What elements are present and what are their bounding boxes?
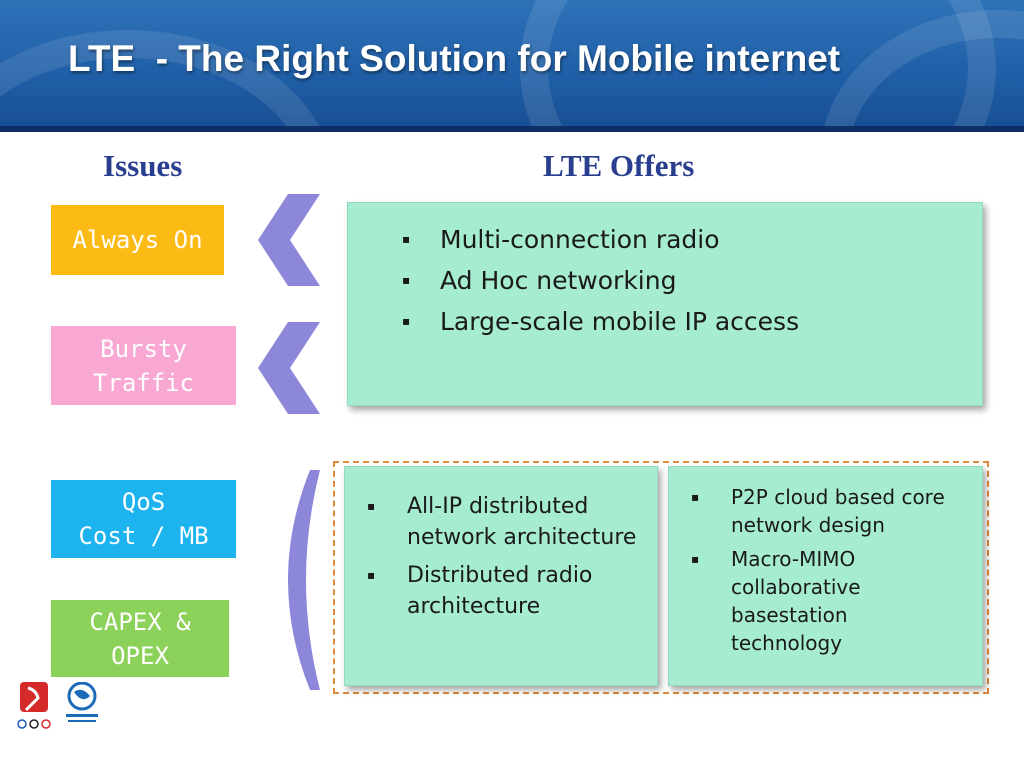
offers-top-panel: ▪ Multi-connection radio ▪ Ad Hoc networ… bbox=[347, 202, 983, 406]
list-item: ▪ Multi-connection radio bbox=[402, 219, 799, 260]
bracket-left-icon bbox=[288, 470, 320, 690]
offers-bottom-left-panel: ▪ All-IP distributed network architectur… bbox=[344, 466, 658, 686]
beijing-2008-olympic-emblem-icon bbox=[17, 682, 51, 729]
issue-capex-opex: CAPEX & OPEX bbox=[51, 600, 229, 677]
bullet-icon: ▪ bbox=[691, 490, 700, 504]
chevron-left-icon bbox=[258, 194, 320, 286]
issue-bursty-traffic: Bursty Traffic bbox=[51, 326, 236, 405]
bullet-icon: ▪ bbox=[367, 568, 376, 582]
offer-item-text: Distributed radio architecture bbox=[407, 563, 593, 619]
list-item: ▪ P2P cloud based core network design bbox=[691, 483, 961, 539]
issues-heading: Issues bbox=[103, 148, 183, 183]
header-bottom-bar bbox=[0, 126, 1024, 132]
bullet-icon: ▪ bbox=[691, 552, 700, 566]
slide-title: LTE - The Right Solution for Mobile inte… bbox=[68, 38, 841, 79]
china-mobile-logo-icon bbox=[66, 682, 98, 722]
issue-qos-cost: QoS Cost / MB bbox=[51, 480, 236, 558]
offer-item-text: All-IP distributed network architecture bbox=[407, 494, 637, 550]
chevron-left-icon bbox=[258, 322, 320, 414]
offer-item-text: Multi-connection radio bbox=[440, 225, 720, 254]
bullet-icon: ▪ bbox=[402, 314, 411, 328]
slide-header: LTE - The Right Solution for Mobile inte… bbox=[0, 0, 1024, 132]
offer-item-text: Ad Hoc networking bbox=[440, 266, 677, 295]
offers-heading: LTE Offers bbox=[543, 148, 695, 183]
list-item: ▪ All-IP distributed network architectur… bbox=[367, 491, 649, 553]
offers-bottom-right-panel: ▪ P2P cloud based core network design ▪ … bbox=[668, 466, 983, 686]
list-item: ▪ Large-scale mobile IP access bbox=[402, 301, 799, 342]
offers-bottom-group bbox=[333, 461, 989, 694]
bullet-icon: ▪ bbox=[402, 232, 411, 246]
list-item: ▪ Macro-MIMO collaborative basestation t… bbox=[691, 545, 961, 657]
list-item: ▪ Ad Hoc networking bbox=[402, 260, 799, 301]
bullet-icon: ▪ bbox=[402, 273, 411, 287]
bullet-icon: ▪ bbox=[367, 499, 376, 513]
issue-always-on: Always On bbox=[51, 205, 224, 275]
offer-item-text: Large-scale mobile IP access bbox=[440, 307, 800, 336]
offer-item-text: Macro-MIMO collaborative basestation tec… bbox=[731, 547, 861, 655]
list-item: ▪ Distributed radio architecture bbox=[367, 560, 649, 622]
offer-item-text: P2P cloud based core network design bbox=[731, 485, 945, 537]
